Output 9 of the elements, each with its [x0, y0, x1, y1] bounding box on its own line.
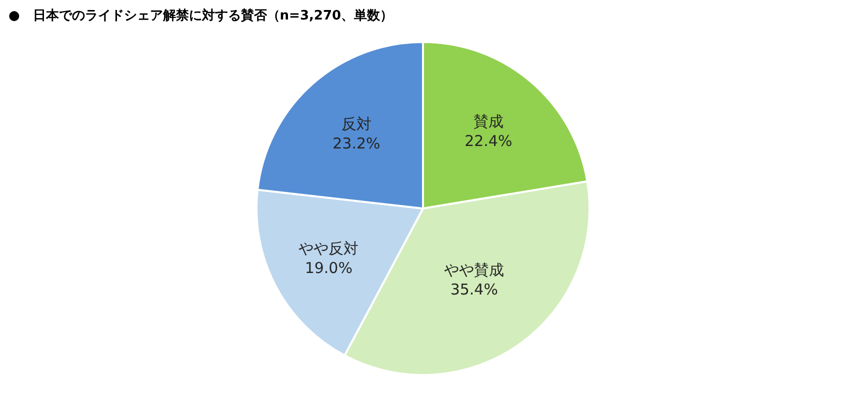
data-label: 19.0%	[304, 258, 352, 277]
data-label: 35.4%	[450, 280, 498, 299]
slice-label: やや反対	[298, 239, 359, 258]
data-label: 22.4%	[464, 132, 512, 150]
slice-label: やや賛成	[444, 261, 504, 280]
slice-label: 反対	[341, 115, 372, 134]
slice-label: 賛成	[473, 112, 504, 131]
chart-title: ● 日本でのライドシェア解禁に対する賛否（n=3,270、単数）	[8, 7, 394, 24]
data-label: 23.2%	[332, 134, 380, 153]
